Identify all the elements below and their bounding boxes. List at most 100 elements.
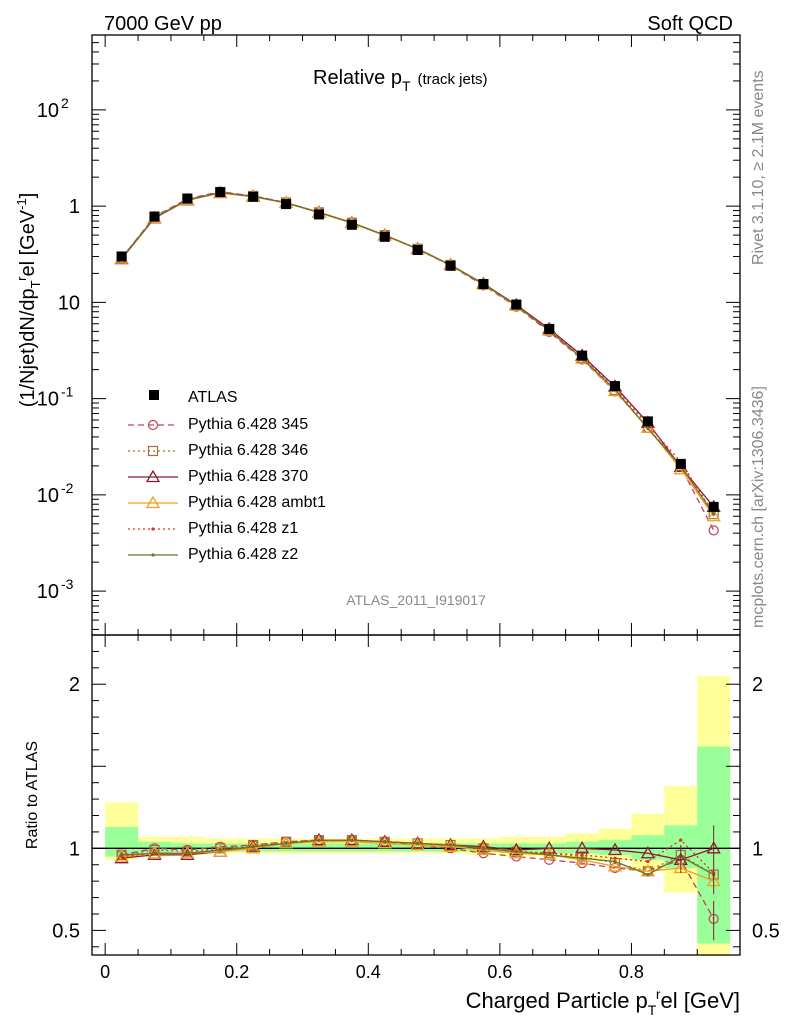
y-tick-label: 10 <box>37 100 59 122</box>
ratio-y-tick-label-left: 0.5 <box>52 920 80 942</box>
data-point <box>544 323 555 334</box>
data-point <box>379 231 390 242</box>
series-line-top-1 <box>121 191 715 515</box>
series-marker-ratio-5 <box>514 850 518 854</box>
series-marker-ratio-4 <box>580 853 584 857</box>
series-marker-ratio-5 <box>284 841 288 846</box>
series-marker-top-5 <box>646 427 650 431</box>
y-axis-label-ratio: Ratio to ATLAS <box>24 741 41 849</box>
legend: ATLAS Pythia 6.428 345 Pythia 6.428 346 … <box>128 389 326 563</box>
band-inner <box>335 843 369 852</box>
rivet-version-label: Rivet 3.1.10, ≥ 2.1M events <box>750 70 767 265</box>
legend-marker-5 <box>151 553 155 557</box>
ratio-y-tick-label-right: 0.5 <box>752 920 780 942</box>
y-tick-label: 10 <box>37 389 59 411</box>
series-marker-ratio-2 <box>114 850 129 864</box>
series-marker-ratio-2 <box>476 839 491 852</box>
ratio-panel-frame <box>91 634 741 956</box>
series-marker-top-3 <box>706 508 721 522</box>
legend-marker-0 <box>147 419 159 431</box>
atlas-data-points <box>116 187 719 512</box>
series-marker-ratio-5 <box>251 845 255 849</box>
series-marker-ratio-2 <box>344 832 359 846</box>
series-marker-ratio-5 <box>152 851 157 855</box>
analysis-id: ATLAS_2011_I919017 <box>346 592 486 608</box>
y-tick-label: 10 <box>58 292 80 314</box>
data-point <box>281 199 292 210</box>
series-marker-ratio-5 <box>416 841 420 846</box>
series-marker-ratio-5 <box>383 840 387 844</box>
data-point <box>511 299 522 310</box>
series-marker-ratio-1 <box>215 843 226 854</box>
legend-label-370: Pythia 6.428 370 <box>188 468 308 485</box>
mcplots-label: mcplots.cern.ch [arXiv:1306.3436] <box>750 386 767 628</box>
series-marker-ratio-2 <box>640 845 656 859</box>
y-tick-label: 10 <box>37 485 59 507</box>
series-marker-ratio-3 <box>147 845 162 859</box>
data-point <box>412 245 423 256</box>
series-marker-ratio-2 <box>180 847 195 861</box>
legend-marker-2 <box>145 469 161 483</box>
series-marker-ratio-5 <box>120 853 124 857</box>
series-marker-ratio-3 <box>377 836 392 849</box>
y-axis-label-top: (1/Njet)dN/dpTrel [GeV-1] <box>14 193 43 408</box>
series-marker-ratio-5 <box>317 838 321 842</box>
series-marker-ratio-4 <box>646 859 650 864</box>
series-marker-ratio-5 <box>646 872 650 877</box>
y-tick-exponent: 2 <box>61 95 69 111</box>
series-marker-top-3 <box>640 420 656 433</box>
series-marker-ratio-5 <box>481 846 486 850</box>
series-marker-ratio-5 <box>613 859 617 864</box>
legend-marker-1 <box>147 445 159 457</box>
ratio-y-tick-label-right: 1 <box>752 838 763 860</box>
x-tick-label: 0.2 <box>224 962 249 982</box>
series-marker-ratio-2 <box>509 842 524 856</box>
legend-label-z1: Pythia 6.428 z1 <box>188 520 298 537</box>
legend-label-346: Pythia 6.428 346 <box>188 442 308 459</box>
legend-marker-atlas <box>149 390 159 400</box>
legend-label-ambt1: Pythia 6.428 ambt1 <box>188 494 326 511</box>
x-axis-label: Charged Particle pTrel [GeV] <box>466 986 740 1018</box>
series-marker-ratio-3 <box>344 834 359 847</box>
ratio-y-tick-label-right: 2 <box>752 674 763 696</box>
y-tick-exponent: -3 <box>61 576 74 592</box>
series-marker-ratio-3 <box>114 849 129 862</box>
band-inner <box>598 840 632 855</box>
data-point <box>215 187 226 198</box>
series-line-top-5 <box>121 191 715 515</box>
plot-title: Relative pT (track jets) <box>313 67 488 94</box>
x-tick-label: 0 <box>100 962 110 982</box>
x-tick-label: 0.4 <box>356 962 381 982</box>
series-marker-ratio-5 <box>580 856 584 860</box>
data-point <box>116 251 127 262</box>
band-inner <box>565 841 599 854</box>
header-category: Soft QCD <box>647 13 733 35</box>
series-line-top-2 <box>121 192 715 508</box>
series-line-ratio-3 <box>121 841 714 882</box>
series-marker-ratio-5 <box>547 853 551 857</box>
band-inner <box>203 843 237 852</box>
data-point <box>577 350 588 361</box>
series-marker-ratio-5 <box>350 838 354 842</box>
ratio-uncertainty-bands <box>105 676 731 955</box>
series-marker-ratio-2 <box>607 842 623 856</box>
series-marker-top-0 <box>708 525 719 536</box>
x-tick-label: 0.6 <box>487 962 512 982</box>
x-tick-label: 0.8 <box>619 962 644 982</box>
series-line-top-4 <box>121 191 715 515</box>
legend-label-345: Pythia 6.428 345 <box>188 416 308 433</box>
band-inner <box>434 843 467 852</box>
series-marker-ratio-5 <box>218 848 222 852</box>
series-marker-ratio-5 <box>185 851 189 855</box>
series-marker-top-5 <box>712 512 716 516</box>
legend-label-z2: Pythia 6.428 z2 <box>188 546 298 563</box>
data-point <box>610 381 621 392</box>
data-point <box>642 416 653 427</box>
data-point <box>149 211 160 222</box>
legend-marker-4 <box>151 527 155 531</box>
ratio-curves <box>114 825 721 941</box>
series-marker-ratio-3 <box>410 837 425 851</box>
series-marker-ratio-1 <box>577 851 588 862</box>
series-marker-ratio-5 <box>448 843 453 847</box>
